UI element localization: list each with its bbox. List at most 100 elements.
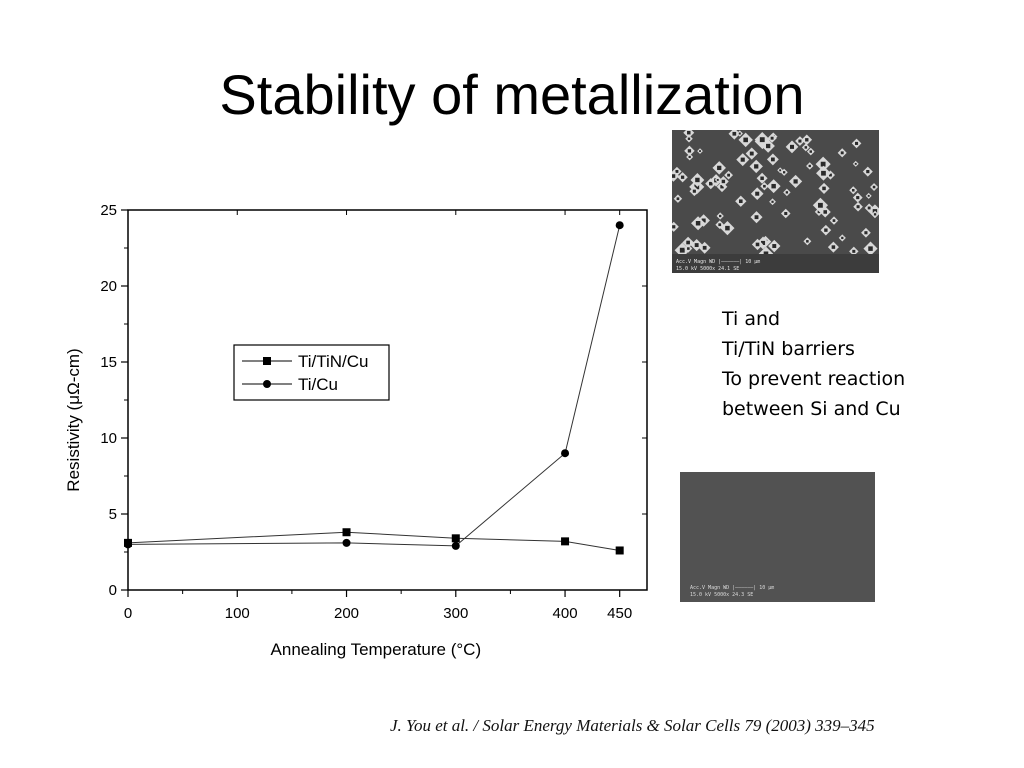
sem-grain-core xyxy=(832,219,836,222)
sem-grain-core xyxy=(695,221,701,226)
sem-grain-core xyxy=(852,249,856,253)
data-point-circle xyxy=(561,449,570,458)
sem-grain-core xyxy=(804,146,808,149)
sem-grain-core xyxy=(687,149,692,153)
sem-grain-core xyxy=(755,242,760,247)
sem-grain-core xyxy=(840,151,844,155)
sem-grain-core xyxy=(763,251,769,257)
sem-grain-core xyxy=(831,245,836,249)
data-point-circle xyxy=(615,221,624,230)
x-tick-label: 400 xyxy=(553,605,578,622)
sem-grain-core xyxy=(675,169,679,173)
legend-label: Ti/Cu xyxy=(298,375,338,394)
sem-caption: Acc.V Magn WD |——————| 10 μm xyxy=(690,585,774,591)
sem-grain-core xyxy=(725,225,730,231)
sem-grain-core xyxy=(851,188,855,192)
sem-grain-core xyxy=(760,240,766,245)
sem-caption: 15.0 kV 5000x 24.1 SE xyxy=(676,266,739,272)
sem-grain-core xyxy=(789,144,795,149)
y-tick-label: 15 xyxy=(100,354,117,371)
sem-grain-core xyxy=(785,191,789,194)
y-tick-label: 5 xyxy=(109,506,117,523)
note-line: Ti and xyxy=(722,308,781,330)
sem-grain-core xyxy=(672,174,676,178)
series-line xyxy=(127,531,620,551)
sem-grain-core xyxy=(694,243,699,248)
legend-marker-square xyxy=(263,357,271,365)
sem-grain-core xyxy=(823,210,827,214)
sem-grain-core xyxy=(872,185,876,189)
sem-grain-core xyxy=(743,137,748,143)
x-tick-label: 0 xyxy=(124,605,132,622)
sem-grain-core xyxy=(820,161,826,167)
data-point-circle xyxy=(124,540,132,549)
data-point-square xyxy=(342,528,351,537)
sem-grain-core xyxy=(687,247,690,250)
sem-grain-core xyxy=(763,184,766,188)
sem-grain-core xyxy=(824,228,828,232)
sem-image-ti-tin: Acc.V Magn WD |——————| 10 μm 15.0 kV 5000… xyxy=(672,130,879,273)
sem-background xyxy=(680,472,875,602)
sem-grain-core xyxy=(784,211,788,216)
sem-grain-core xyxy=(740,157,745,162)
sem-grain-core xyxy=(760,176,764,181)
sem-grain-core xyxy=(687,137,691,140)
x-tick-label: 300 xyxy=(443,605,468,622)
x-tick-label: 100 xyxy=(225,605,250,622)
sem-grain-core xyxy=(822,186,826,191)
sem-grain-core xyxy=(805,138,809,142)
legend-box xyxy=(233,344,390,401)
sem-grain-core xyxy=(701,218,706,223)
resistivity-chart: 0 5 10 15 20 25 0 100 200 300 400 450 Annealing Temp… xyxy=(64,202,648,659)
x-tick-label: 200 xyxy=(334,605,359,622)
sem-grain-core xyxy=(699,150,701,152)
sem-grain-core xyxy=(856,205,860,209)
sem-grain-core xyxy=(719,214,722,218)
sem-grain-core xyxy=(686,240,690,245)
sem-grain-core xyxy=(676,197,680,201)
note-line: To prevent reaction xyxy=(722,368,906,390)
sem-grain-core xyxy=(739,199,743,204)
sem-grain-core xyxy=(864,231,868,235)
x-axis-label: Annealing Temperature (°C) xyxy=(271,640,482,659)
sem-grain-core xyxy=(718,223,722,227)
sem-grain-core xyxy=(749,151,754,156)
sem-grain-core xyxy=(867,206,871,210)
sem-caption: 15.0 kV 5000x 24.3 SE xyxy=(690,592,753,598)
sem-caption: Acc.V Magn WD |——————| 10 μm xyxy=(676,259,760,265)
sem-grain-core xyxy=(702,245,707,250)
sem-grain-core xyxy=(854,162,857,165)
sem-grain-core xyxy=(817,202,823,208)
sem-grain-core xyxy=(680,175,685,179)
sem-grain-core xyxy=(779,169,782,172)
y-tick-label: 0 xyxy=(109,582,117,599)
sem-grain-core xyxy=(868,246,873,251)
sem-grain-core xyxy=(755,191,760,196)
sem-grain-core xyxy=(771,183,776,189)
sem-grain-core xyxy=(687,130,691,135)
sem-grain-core xyxy=(688,155,691,159)
sem-grain-core xyxy=(798,139,802,143)
data-point-square xyxy=(615,546,624,555)
sem-grain-core xyxy=(754,164,759,169)
citation: J. You et al. / Solar Energy Materials &… xyxy=(390,716,875,735)
sem-grain-core xyxy=(770,136,774,140)
y-axis-label: Resistivity (μΩ-cm) xyxy=(64,348,83,491)
y-tick-label: 25 xyxy=(100,202,117,219)
sem-grain-core xyxy=(873,213,877,216)
sem-grain-core xyxy=(672,225,676,229)
sem-grain-core xyxy=(716,178,719,181)
note-line: Ti/TiN barriers xyxy=(722,338,855,360)
sem-grain-core xyxy=(766,143,771,149)
sem-grain-core xyxy=(732,131,737,136)
sem-grain-core xyxy=(770,157,775,162)
sem-grain-core xyxy=(695,177,700,183)
sem-grain-core xyxy=(866,170,870,174)
data-point-circle xyxy=(342,538,351,547)
data-point-square xyxy=(561,537,570,546)
sem-grain-core xyxy=(806,240,809,243)
data-point-square xyxy=(451,534,460,543)
sem-info-bar xyxy=(672,254,879,273)
legend-marker-circle xyxy=(263,380,271,388)
sem-grain-core xyxy=(808,164,811,168)
